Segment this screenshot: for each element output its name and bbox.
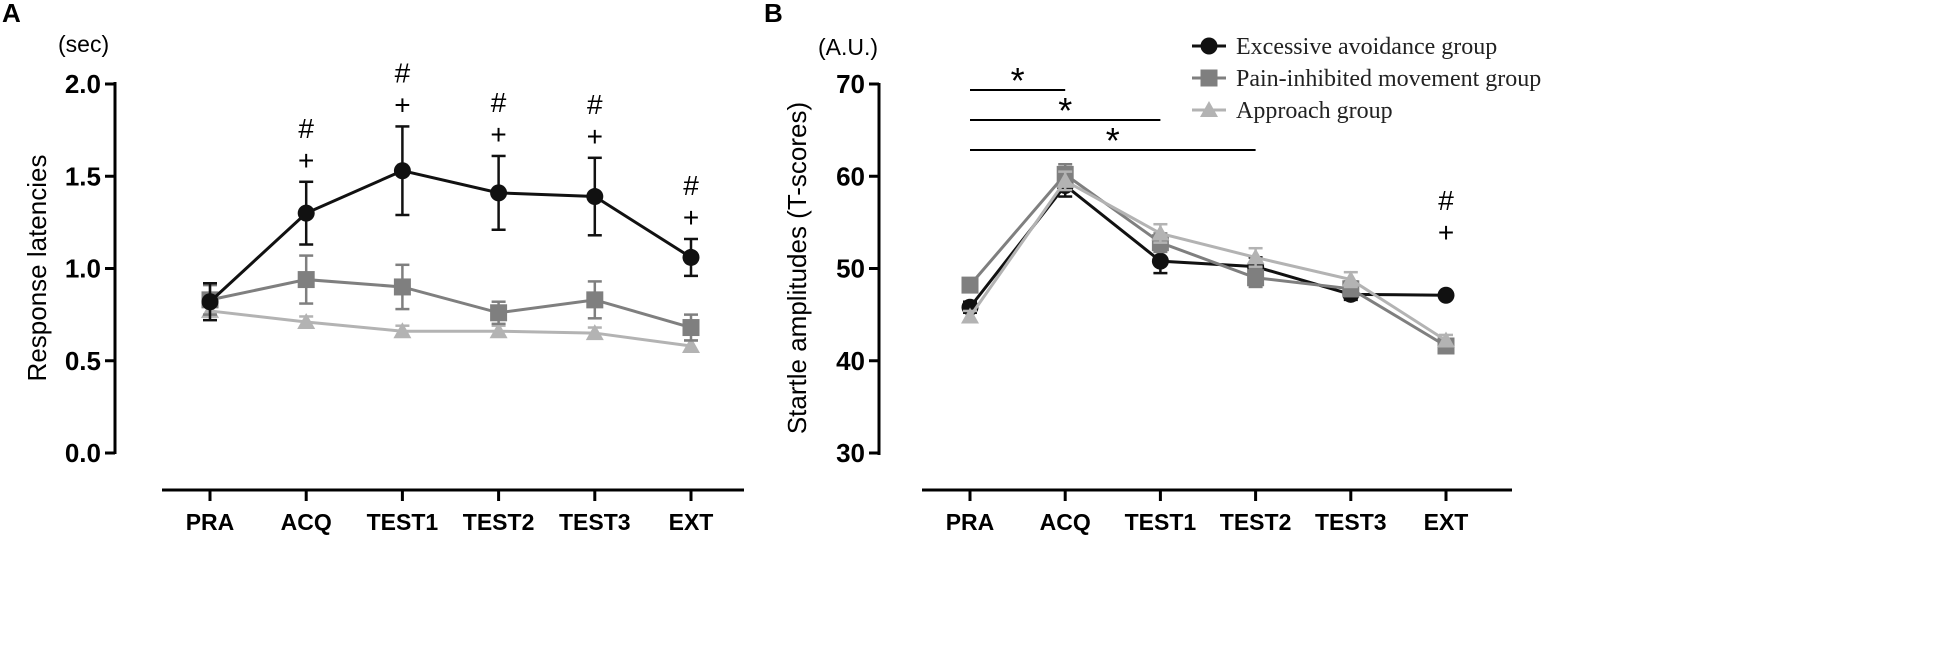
y-tick-label: 1.5 bbox=[65, 161, 101, 191]
panel-a: A (sec) Response latencies 0.0 0.5 1.0 1.5 2… bbox=[2, 0, 744, 535]
series-line bbox=[209, 278, 692, 329]
y-tick-label: 0.5 bbox=[65, 346, 101, 376]
plus-annotation: + bbox=[587, 121, 603, 152]
hash-annotation: # bbox=[1438, 185, 1454, 216]
legend-marker bbox=[1200, 101, 1218, 117]
data-point bbox=[682, 319, 700, 337]
significance-star: * bbox=[1058, 90, 1072, 131]
x-tick-label: PRA bbox=[186, 509, 235, 535]
data-point bbox=[585, 324, 604, 341]
series-line bbox=[968, 178, 1447, 342]
plus-annotation: + bbox=[394, 89, 410, 120]
series-excessive-avoidance-group bbox=[201, 125, 700, 322]
legend-label: Pain-inhibited movement group bbox=[1236, 66, 1541, 92]
hash-annotation: # bbox=[491, 87, 507, 118]
panel-b-significance: * * * bbox=[970, 60, 1256, 161]
data-point bbox=[297, 313, 316, 330]
data-point bbox=[489, 322, 508, 339]
data-point bbox=[393, 162, 411, 180]
series-line bbox=[209, 309, 692, 348]
panel-a-series bbox=[201, 125, 700, 353]
legend-marker bbox=[1200, 37, 1218, 55]
plus-annotation: + bbox=[1438, 217, 1454, 248]
x-tick-label: PRA bbox=[946, 509, 995, 535]
y-tick-label: 70 bbox=[836, 69, 865, 99]
hash-annotation: # bbox=[683, 170, 699, 201]
series-line bbox=[968, 172, 1447, 348]
plus-annotation: + bbox=[298, 145, 314, 176]
y-tick-label: 2.0 bbox=[65, 69, 101, 99]
series-pain-inhibited-movement-group bbox=[201, 254, 700, 342]
x-tick-label: EXT bbox=[1424, 509, 1469, 535]
y-tick-label: 30 bbox=[836, 438, 865, 468]
panel-a-y-axis-title: Response latencies bbox=[22, 155, 52, 382]
y-tick-label: 1.0 bbox=[65, 254, 101, 284]
data-point bbox=[1246, 248, 1265, 265]
plus-annotation: + bbox=[683, 202, 699, 233]
data-point bbox=[297, 204, 315, 222]
data-point bbox=[961, 307, 979, 324]
x-tick-label: TEST1 bbox=[1125, 509, 1197, 535]
significance-star: * bbox=[1106, 120, 1120, 161]
data-point bbox=[201, 293, 219, 311]
legend-marker bbox=[1200, 69, 1218, 87]
hash-annotation: # bbox=[587, 89, 603, 120]
x-tick-label: TEST3 bbox=[1315, 509, 1387, 535]
x-tick-label: ACQ bbox=[1040, 509, 1091, 535]
data-point bbox=[490, 304, 508, 322]
data-point bbox=[393, 278, 411, 296]
panel-a-annotations: +#+#+#+#+# bbox=[298, 57, 699, 233]
panel-a-unit: (sec) bbox=[58, 31, 109, 57]
data-point bbox=[393, 322, 412, 339]
x-tick-label: TEST1 bbox=[367, 509, 439, 535]
panel-a-y-ticks: 0.0 0.5 1.0 1.5 2.0 bbox=[65, 69, 115, 468]
panel-b-legend: Excessive avoidance group Pain-inhibited … bbox=[1192, 34, 1541, 124]
plus-annotation: + bbox=[490, 119, 506, 150]
data-point bbox=[490, 184, 508, 202]
data-point bbox=[682, 248, 700, 266]
data-point bbox=[1247, 269, 1265, 287]
data-point bbox=[682, 336, 700, 353]
data-point bbox=[961, 276, 979, 294]
x-tick-label: TEST3 bbox=[559, 509, 631, 535]
panel-b-label: B bbox=[764, 0, 783, 28]
panel-b-x-ticks: PRA ACQ TEST1 TEST2 TEST3 EXT bbox=[946, 490, 1469, 535]
panel-b-unit: (A.U.) bbox=[818, 34, 878, 60]
panel-b-annotations: +# bbox=[1438, 185, 1454, 248]
panel-b: B (A.U.) Startle amplitudes (T-scores) 3… bbox=[764, 0, 1541, 535]
data-point bbox=[1437, 331, 1455, 348]
panel-b-y-ticks: 30 40 50 60 70 bbox=[836, 69, 879, 468]
panel-b-series bbox=[961, 163, 1455, 355]
legend-label: Excessive avoidance group bbox=[1236, 34, 1497, 60]
data-point bbox=[1341, 270, 1360, 287]
panel-a-label: A bbox=[2, 0, 21, 28]
hash-annotation: # bbox=[298, 113, 314, 144]
x-tick-label: TEST2 bbox=[1220, 509, 1292, 535]
y-tick-label: 60 bbox=[836, 161, 865, 191]
data-point bbox=[297, 271, 315, 289]
series-pain-inhibited-movement-group bbox=[961, 163, 1455, 355]
data-point bbox=[1056, 171, 1075, 188]
x-tick-label: EXT bbox=[669, 509, 714, 535]
x-tick-label: ACQ bbox=[281, 509, 332, 535]
panel-b-y-axis-title: Startle amplitudes (T-scores) bbox=[782, 102, 812, 434]
legend-label: Approach group bbox=[1236, 98, 1393, 124]
series-approach-group bbox=[961, 170, 1455, 348]
significance-star: * bbox=[1011, 60, 1025, 101]
y-tick-label: 40 bbox=[836, 346, 865, 376]
data-point bbox=[1437, 286, 1455, 304]
data-point bbox=[586, 188, 604, 206]
series-line bbox=[208, 169, 692, 303]
y-tick-label: 50 bbox=[836, 254, 865, 284]
data-point bbox=[1151, 252, 1169, 270]
x-tick-label: TEST2 bbox=[463, 509, 535, 535]
panel-a-x-ticks: PRA ACQ TEST1 TEST2 TEST3 EXT bbox=[186, 490, 714, 535]
hash-annotation: # bbox=[395, 57, 411, 88]
data-point bbox=[586, 291, 604, 309]
data-point bbox=[1151, 224, 1170, 241]
y-tick-label: 0.0 bbox=[65, 438, 101, 468]
